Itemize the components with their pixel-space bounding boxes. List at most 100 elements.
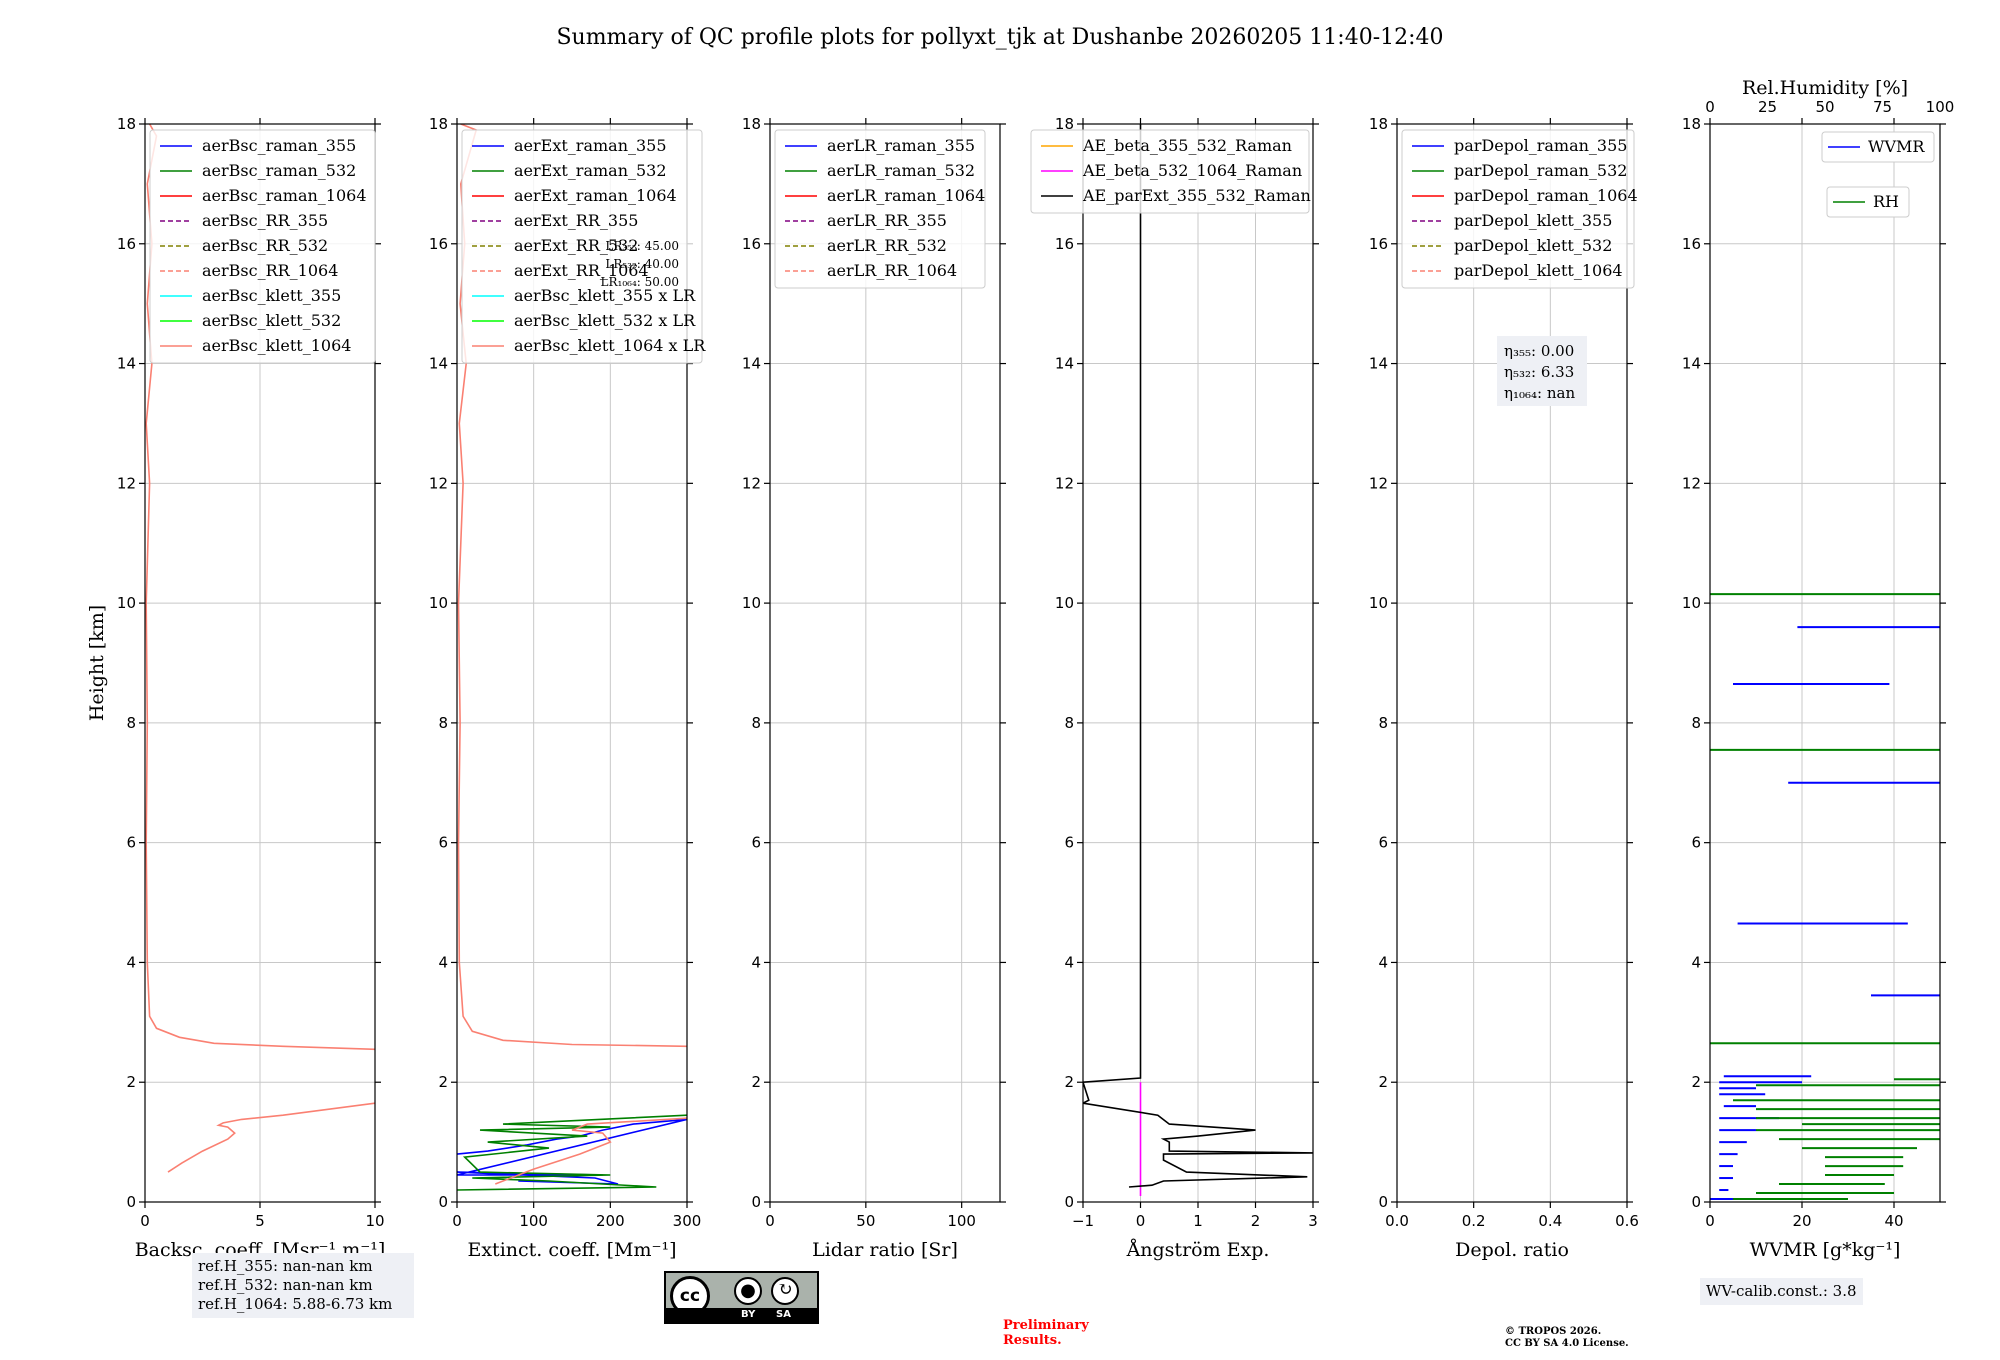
eta-box [1497, 336, 1587, 406]
ref-height-1064: ref.H_1064: 5.88-6.73 km [198, 1295, 393, 1313]
legend-label: aerExt_RR_355 [514, 211, 638, 230]
legend-label: AE_beta_355_532_Raman [1082, 136, 1292, 155]
y-tick-label: 6 [438, 834, 448, 852]
legend-label: aerLR_raman_532 [827, 161, 975, 180]
legend-box [1821, 131, 1935, 163]
y-tick-label: 16 [1682, 235, 1701, 253]
x2-tick-label: 50 [1815, 98, 1834, 116]
x-axis-label: Lidar ratio [Sr] [812, 1239, 958, 1261]
x-tick-label: 0.4 [1538, 1212, 1562, 1230]
x-tick-label: 0.0 [1385, 1212, 1409, 1230]
y-tick-label: 8 [1691, 714, 1701, 732]
y-tick-label: 16 [429, 235, 448, 253]
y-tick-label: 12 [742, 474, 761, 492]
x-axis-label: WVMR [g*kg⁻¹] [1750, 1239, 1901, 1261]
legend-label: parDepol_klett_532 [1454, 236, 1612, 255]
x-tick-label: 50 [856, 1212, 875, 1230]
legend-label: aerExt_raman_532 [514, 161, 667, 180]
y-tick-label: 2 [438, 1073, 448, 1091]
x-tick-label: 0 [1705, 1212, 1715, 1230]
y-axis-label: Height [km] [86, 605, 108, 721]
y-tick-label: 0 [1378, 1193, 1388, 1211]
ref-height-532: ref.H_532: nan-nan km [198, 1276, 373, 1294]
y-tick-label: 10 [1682, 594, 1701, 612]
legend-label: AE_beta_532_1064_Raman [1082, 161, 1302, 180]
y-tick-label: 4 [1691, 953, 1701, 971]
cc-bottom-strip: BY SA [666, 1308, 817, 1322]
axes-frame [456, 123, 688, 1203]
y-tick-label: 14 [1682, 355, 1701, 373]
y-tick-label: 10 [429, 594, 448, 612]
x-axis-label: Extinct. coeff. [Mm⁻¹] [467, 1239, 676, 1261]
legend-box [1826, 186, 1910, 218]
lidar-ratio-annotation: LR₅₃₂: 40.00 [605, 257, 679, 271]
legend-label: parDepol_raman_1064 [1454, 186, 1638, 205]
y-tick-label: 18 [1682, 115, 1701, 133]
legend-label: parDepol_raman_532 [1454, 161, 1627, 180]
wv-calibration-box: WV-calib.const.: 3.8 [1700, 1278, 1863, 1305]
y-tick-label: 12 [1369, 474, 1388, 492]
axes-frame [769, 123, 1001, 1203]
legend-label: aerExt_raman_355 [514, 136, 667, 155]
legend-label: parDepol_klett_355 [1454, 211, 1612, 230]
copyright-note: © TROPOS 2026. CC BY SA 4.0 License. [1505, 1326, 1629, 1349]
y-tick-label: 6 [1378, 834, 1388, 852]
legend-label: aerLR_raman_1064 [827, 186, 985, 205]
panel-2: 0 2 4 6 8 10 12 14 16 18 0 100 200 300 Extinct. coeff.… [429, 115, 706, 1261]
y-tick-label: 10 [1369, 594, 1388, 612]
figure-title: Summary of QC profile plots for pollyxt_… [556, 25, 1443, 50]
ref-height-355: ref.H_355: nan-nan km [198, 1257, 373, 1275]
x-tick-label: 2 [1251, 1212, 1261, 1230]
legend-label: aerBsc_klett_355 x LR [514, 286, 696, 305]
y-tick-label: 14 [117, 355, 136, 373]
legend-label: aerBsc_RR_355 [202, 211, 328, 230]
plot-area [1083, 124, 1313, 1196]
x2-axis-label: Rel.Humidity [%] [1742, 77, 1908, 99]
legend-box [774, 129, 986, 289]
y-tick-label: 14 [1369, 355, 1388, 373]
legend-label: parDepol_raman_355 [1454, 136, 1627, 155]
legend-label: aerBsc_klett_1064 x LR [514, 336, 706, 355]
x2-tick-label: 75 [1873, 98, 1892, 116]
x-tick-label: 0 [765, 1212, 775, 1230]
y-tick-label: 0 [1691, 1193, 1701, 1211]
panel-5: 0 2 4 6 8 10 12 14 16 18 0.0 0.2 0.4 0.6 Depol. ratio p… [1369, 115, 1639, 1261]
x-tick-label: 10 [365, 1212, 384, 1230]
eta-value: η₃₅₅: 0.00 [1504, 342, 1574, 360]
legend-label: RH [1873, 192, 1899, 211]
y-tick-label: 4 [751, 953, 761, 971]
x-tick-label: 0 [1136, 1212, 1146, 1230]
y-tick-label: 10 [1055, 594, 1074, 612]
y-tick-label: 8 [751, 714, 761, 732]
x2-tick-label: 100 [1926, 98, 1955, 116]
legend-label: aerBsc_klett_532 [202, 311, 341, 330]
legend-label: aerBsc_raman_1064 [202, 186, 367, 205]
legend-label: aerLR_RR_1064 [827, 261, 957, 280]
eta-value: η₁₀₆₄: nan [1504, 384, 1575, 402]
sa-share-icon: ↻ [771, 1277, 799, 1305]
y-tick-label: 8 [438, 714, 448, 732]
x-tick-label: 100 [947, 1212, 976, 1230]
legend-label: aerLR_RR_532 [827, 236, 947, 255]
series-line-aerBsc_klett_1064 [167, 1102, 375, 1173]
legend-box [1401, 129, 1635, 289]
y-tick-label: 14 [1055, 355, 1074, 373]
y-tick-label: 6 [1064, 834, 1074, 852]
x-tick-label: 5 [255, 1212, 265, 1230]
legend-label: aerBsc_RR_532 [202, 236, 328, 255]
y-tick-label: 4 [126, 953, 136, 971]
x-tick-label: 40 [1884, 1212, 1903, 1230]
x-tick-label: 200 [596, 1212, 625, 1230]
y-tick-label: 2 [126, 1073, 136, 1091]
y-tick-label: 18 [117, 115, 136, 133]
legend-label: aerBsc_klett_1064 [202, 336, 351, 355]
eta-value: η₅₃₂: 6.33 [1504, 363, 1574, 381]
x-tick-label: 100 [519, 1212, 548, 1230]
legend-box [1030, 129, 1310, 214]
x2-tick-label: 25 [1758, 98, 1777, 116]
legend-label: AE_parExt_355_532_Raman [1082, 186, 1311, 205]
cc-license-badge: cc ● ↻ BY SA [664, 1271, 819, 1324]
